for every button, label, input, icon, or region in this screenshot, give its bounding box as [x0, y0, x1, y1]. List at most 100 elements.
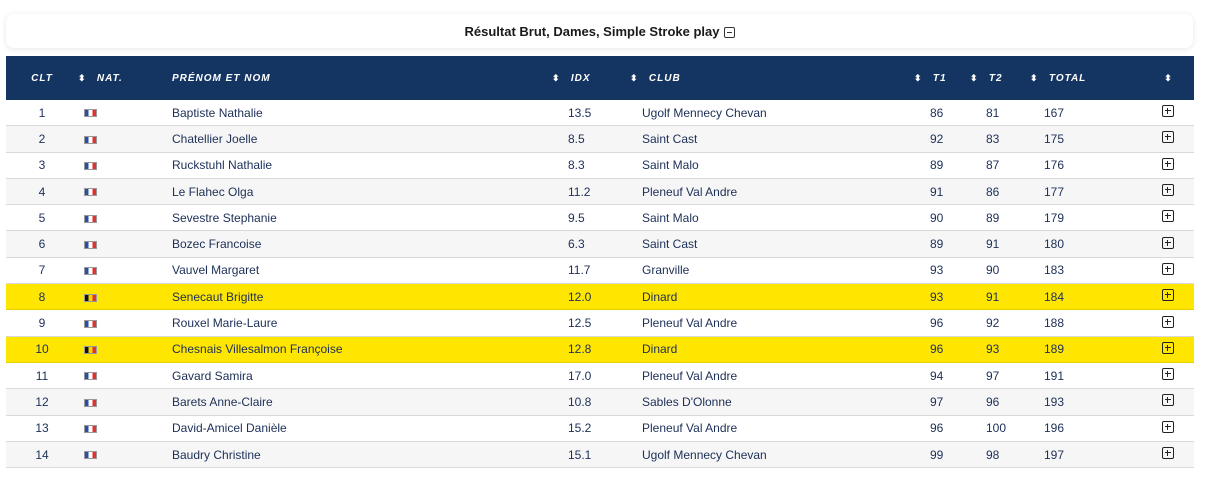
club-cell: Pleneuf Val Andre — [630, 178, 914, 206]
club-cell: Granville — [630, 257, 914, 285]
expand-icon[interactable] — [1162, 420, 1174, 433]
col-header-idx[interactable]: ⬍ IDX — [552, 56, 630, 100]
index-cell: 9.5 — [552, 204, 630, 232]
player-name-cell: Bozec Francoise — [172, 230, 552, 258]
sort-icon[interactable]: ⬍ — [970, 72, 978, 83]
sort-icon[interactable]: ⬍ — [914, 72, 922, 83]
expand-cell — [1142, 336, 1194, 363]
player-name-cell: Baudry Christine — [172, 441, 552, 469]
round1-cell: 91 — [914, 178, 970, 206]
round2-cell: 83 — [970, 125, 1030, 153]
rank-cell: 10 — [6, 336, 78, 363]
round2-cell: 97 — [970, 362, 1030, 390]
france-flag-icon — [84, 188, 97, 197]
col-header-actions[interactable]: ⬍ — [1142, 56, 1194, 100]
index-cell: 17.0 — [552, 362, 630, 390]
col-header-t1[interactable]: ⬍ T1 — [914, 56, 970, 100]
sort-icon[interactable]: ⬍ — [630, 72, 638, 83]
round1-cell: 93 — [914, 283, 970, 311]
round2-cell: 81 — [970, 100, 1030, 127]
nationality-cell — [78, 204, 172, 232]
expand-icon[interactable] — [1162, 341, 1174, 354]
col-header-nat[interactable]: ⬍ NAT. — [78, 56, 172, 100]
col-header-name[interactable]: PRÉNOM ET NOM — [172, 56, 552, 100]
expand-icon[interactable] — [1162, 447, 1174, 459]
expand-cell — [1142, 204, 1194, 232]
player-name-cell: David-Amicel Danièle — [172, 415, 552, 442]
nationality-cell — [78, 257, 172, 285]
expand-icon[interactable] — [1162, 157, 1174, 170]
table-row[interactable]: 7 Vauvel Margaret 11.7 Granville 93 90 183 — [6, 257, 1194, 285]
france-flag-icon — [84, 398, 97, 407]
expand-icon[interactable] — [1162, 184, 1174, 197]
index-cell: 11.7 — [552, 257, 630, 285]
rank-cell: 11 — [6, 362, 78, 390]
total-cell: 193 — [1030, 388, 1142, 416]
player-name-cell: Senecaut Brigitte — [172, 283, 552, 311]
rank-cell: 5 — [6, 204, 78, 232]
table-row[interactable]: 6 Bozec Francoise 6.3 Saint Cast 89 91 180 — [6, 230, 1194, 258]
player-name-cell: Sevestre Stephanie — [172, 204, 552, 232]
table-row[interactable]: 5 Sevestre Stephanie 9.5 Saint Malo 90 89 179 — [6, 204, 1194, 232]
rank-cell: 3 — [6, 152, 78, 179]
results-table: CLT ⬍ NAT. PRÉNOM ET NOM ⬍ IDX ⬍ CLUB ⬍ … — [6, 56, 1194, 469]
nationality-cell — [78, 283, 172, 311]
table-row[interactable]: 3 Ruckstuhl Nathalie 8.3 Saint Malo 89 87 176 — [6, 152, 1194, 179]
total-cell: 188 — [1030, 309, 1142, 337]
club-cell: Dinard — [630, 283, 914, 311]
expand-icon[interactable] — [1162, 210, 1174, 223]
club-cell: Saint Cast — [630, 125, 914, 153]
table-row[interactable]: 13 David-Amicel Danièle 15.2 Pleneuf Val An… — [6, 415, 1194, 442]
expand-icon[interactable] — [1162, 236, 1174, 249]
col-header-clt[interactable]: CLT — [6, 56, 78, 100]
expand-icon[interactable] — [1162, 315, 1174, 328]
table-row[interactable]: 14 Baudry Christine 15.1 Ugolf Mennecy Chev… — [6, 441, 1194, 469]
club-cell: Sables D'Olonne — [630, 388, 914, 416]
rank-cell: 4 — [6, 178, 78, 206]
expand-cell — [1142, 257, 1194, 285]
france-flag-icon — [84, 240, 97, 249]
belgium-flag-icon — [84, 346, 97, 355]
expand-icon[interactable] — [1162, 394, 1174, 407]
table-row[interactable]: 10 Chesnais Villesalmon Françoise 12.8 Dina… — [6, 336, 1194, 363]
col-header-t2[interactable]: ⬍ T2 — [970, 56, 1030, 100]
table-row[interactable]: 2 Chatellier Joelle 8.5 Saint Cast 92 83 175 — [6, 125, 1194, 153]
expand-icon[interactable] — [1162, 289, 1174, 302]
table-row[interactable]: 8 Senecaut Brigitte 12.0 Dinard 93 91 184 — [6, 283, 1194, 311]
round1-cell: 93 — [914, 257, 970, 285]
club-cell: Pleneuf Val Andre — [630, 415, 914, 442]
collapse-icon[interactable] — [723, 26, 735, 38]
rank-cell: 2 — [6, 125, 78, 153]
sort-icon[interactable]: ⬍ — [1164, 72, 1172, 83]
table-row[interactable]: 11 Gavard Samira 17.0 Pleneuf Val Andre 94 97… — [6, 362, 1194, 390]
player-name-cell: Ruckstuhl Nathalie — [172, 152, 552, 179]
table-row[interactable]: 4 Le Flahec Olga 11.2 Pleneuf Val Andre 91 86… — [6, 178, 1194, 206]
index-cell: 12.8 — [552, 336, 630, 363]
nationality-cell — [78, 388, 172, 416]
expand-icon[interactable] — [1162, 262, 1174, 275]
france-flag-icon — [84, 162, 97, 171]
col-header-club[interactable]: ⬍ CLUB — [630, 56, 914, 100]
sort-icon[interactable]: ⬍ — [1030, 72, 1038, 83]
total-cell: 197 — [1030, 441, 1142, 469]
round2-cell: 87 — [970, 152, 1030, 179]
table-row[interactable]: 1 Baptiste Nathalie 13.5 Ugolf Mennecy Chev… — [6, 100, 1194, 127]
expand-cell — [1142, 152, 1194, 179]
expand-cell — [1142, 100, 1194, 127]
player-name-cell: Rouxel Marie-Laure — [172, 309, 552, 337]
nationality-cell — [78, 230, 172, 258]
table-row[interactable]: 12 Barets Anne-Claire 10.8 Sables D'Olonne 9… — [6, 388, 1194, 416]
expand-icon[interactable] — [1162, 368, 1174, 381]
round1-cell: 96 — [914, 336, 970, 363]
expand-icon[interactable] — [1162, 131, 1174, 144]
france-flag-icon — [84, 451, 97, 460]
round1-cell: 99 — [914, 441, 970, 469]
sort-icon[interactable]: ⬍ — [78, 72, 86, 83]
table-row[interactable]: 9 Rouxel Marie-Laure 12.5 Pleneuf Val Andre… — [6, 309, 1194, 337]
club-cell: Saint Cast — [630, 230, 914, 258]
nationality-cell — [78, 309, 172, 337]
expand-icon[interactable] — [1162, 105, 1174, 118]
sort-icon[interactable]: ⬍ — [552, 72, 560, 83]
club-cell: Pleneuf Val Andre — [630, 309, 914, 337]
col-header-total[interactable]: ⬍ TOTAL — [1030, 56, 1142, 100]
